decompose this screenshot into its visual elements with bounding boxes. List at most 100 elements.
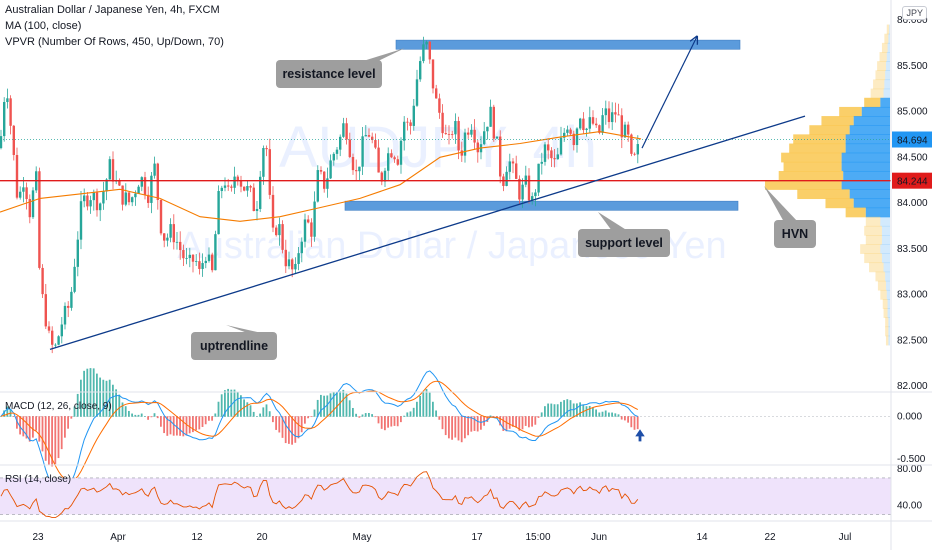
candle-body xyxy=(243,186,246,191)
vpvr-bar-down xyxy=(887,308,890,318)
candle-body xyxy=(3,102,6,137)
candle-body xyxy=(294,263,297,270)
resistance-zone xyxy=(395,39,741,50)
candle-body xyxy=(268,149,271,195)
macd-histogram-bar xyxy=(16,416,18,429)
candle-body xyxy=(598,125,601,133)
candle-body xyxy=(531,196,534,201)
vpvr-bar-down xyxy=(849,189,890,200)
macd-histogram-bar xyxy=(6,406,9,417)
macd-histogram-bar xyxy=(211,416,213,421)
macd-histogram-bar xyxy=(540,412,543,417)
macd-histogram-bar xyxy=(310,416,313,418)
candle-body xyxy=(457,121,460,151)
candle-body xyxy=(227,185,230,187)
candle-body xyxy=(73,266,76,292)
macd-histogram-bar xyxy=(214,413,217,417)
candle-body xyxy=(31,190,35,218)
vpvr-bar-down xyxy=(843,170,890,181)
vpvr-bar-up xyxy=(765,180,842,190)
macd-histogram-bar xyxy=(12,416,15,417)
candle-body xyxy=(195,261,198,262)
macd-histogram-bar xyxy=(192,416,194,433)
macd-histogram-bar xyxy=(425,388,428,417)
rsi-tick-label: 40.00 xyxy=(897,500,922,511)
macd-histogram-bar xyxy=(476,416,479,432)
macd-histogram-bar xyxy=(153,413,156,417)
candle-body xyxy=(623,124,627,138)
macd-histogram-bar xyxy=(316,399,319,417)
last-price-badge xyxy=(892,131,932,148)
candle-body xyxy=(550,150,553,159)
macd-histogram-bar xyxy=(326,395,329,417)
vpvr-bar-up xyxy=(839,106,862,117)
candle-body xyxy=(425,41,428,45)
macd-histogram-bar xyxy=(198,416,201,430)
candle-body xyxy=(287,259,291,267)
candle-body xyxy=(57,336,60,345)
resistance-callout-box xyxy=(276,60,382,88)
resistance-callout-pointer xyxy=(360,48,405,62)
candle-body xyxy=(438,98,441,113)
candle-body xyxy=(326,178,329,189)
candle-body xyxy=(28,199,31,218)
vpvr-bar-up xyxy=(873,79,885,90)
candle-body xyxy=(355,170,358,172)
candle-body xyxy=(179,241,182,251)
candle-body xyxy=(332,153,335,161)
macd-histogram-bar xyxy=(105,380,108,417)
macd-histogram-bar xyxy=(384,416,386,431)
candle-body xyxy=(236,176,239,181)
macd-histogram-bar xyxy=(60,416,63,450)
currency-badge[interactable]: JPY xyxy=(902,6,927,20)
candle-body xyxy=(428,41,431,60)
vpvr-bar-up xyxy=(883,308,888,318)
price-tick-label: 86.000 xyxy=(897,15,928,26)
macd-histogram-bar xyxy=(364,413,367,417)
macd-histogram-bar xyxy=(563,400,565,417)
macd-histogram-bar xyxy=(96,373,98,417)
macd-histogram-bar xyxy=(83,370,85,417)
uptrend-callout-text: uptrendline xyxy=(200,339,268,353)
projection-arrow xyxy=(641,36,697,149)
macd-histogram-bar xyxy=(44,416,47,461)
candle-body xyxy=(406,121,409,123)
candle-body xyxy=(470,129,473,135)
candle-body xyxy=(339,136,342,150)
candle-body xyxy=(537,163,540,193)
candle-body xyxy=(182,250,185,259)
macd-histogram-bar xyxy=(611,412,613,417)
macd-histogram-bar xyxy=(560,401,562,417)
candle-body xyxy=(275,227,278,236)
candle-body xyxy=(230,186,233,188)
price-tick-label: 82.000 xyxy=(897,381,928,392)
candle-body xyxy=(553,158,556,160)
macd-histogram-bar xyxy=(380,416,383,429)
candle-body xyxy=(591,117,595,124)
macd-histogram-bar xyxy=(505,416,508,432)
vpvr-bar-down xyxy=(885,280,890,291)
vpvr-bar-up xyxy=(864,97,881,108)
rsi-tick-label: 80.00 xyxy=(897,464,922,475)
macd-histogram-bar xyxy=(179,416,181,436)
macd-histogram-bar xyxy=(371,414,373,417)
candle-body xyxy=(303,219,307,242)
macd-histogram-bar xyxy=(486,416,489,423)
vpvr-bar-down xyxy=(841,152,890,163)
candle-body xyxy=(383,170,387,182)
candle-body xyxy=(124,192,127,205)
macd-histogram-bar xyxy=(172,416,175,436)
macd-histogram-bar xyxy=(400,416,402,423)
macd-histogram-bar xyxy=(195,416,197,431)
candle-body xyxy=(102,191,105,204)
macd-histogram-bar xyxy=(547,403,549,417)
macd-histogram-bar xyxy=(176,416,178,436)
macd-histogram-bar xyxy=(220,394,223,417)
vpvr-bar-up xyxy=(870,88,884,99)
candle-body xyxy=(447,133,451,135)
macd-histogram-bar xyxy=(118,394,121,417)
macd-histogram-bar xyxy=(416,401,418,417)
vpvr-bar-down xyxy=(887,299,890,309)
